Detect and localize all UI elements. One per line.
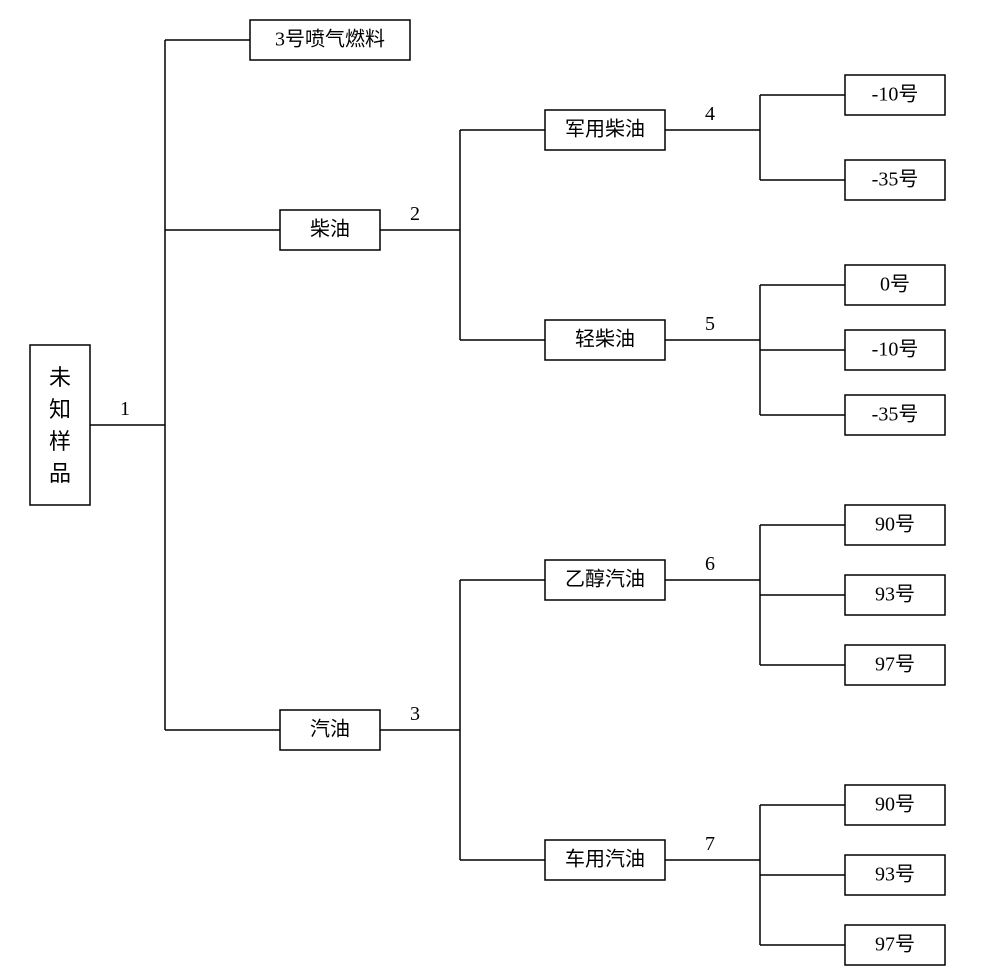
node-text-light_diesel: 轻柴油 [575,328,635,351]
node-mil_diesel: 军用柴油 [545,110,665,150]
branch-label-3: 3 [410,703,420,725]
node-text-mg_90: 90号 [875,794,915,816]
node-text-jet: 3号喷气燃料 [275,28,385,51]
node-text-mg_93: 93号 [875,864,915,886]
branch-7: 7 [665,805,845,945]
node-text-ethanol_gas: 乙醇汽油 [565,568,645,591]
branch-2: 2 [380,130,545,340]
node-text-ld_m10: -10号 [872,339,919,361]
branch-1: 1 [90,40,280,730]
node-text-mil_diesel: 军用柴油 [565,118,645,141]
node-ld_0: 0号 [845,265,945,305]
node-text-diesel: 柴油 [310,218,350,241]
node-mg_90: 90号 [845,785,945,825]
node-text-md_m10: -10号 [872,84,919,106]
classification-tree: 1 2 3 4 5 6 7 未知样品 3号喷气燃料柴油汽油 军用柴油轻柴油乙醇汽油车用汽油 -10号… [0,0,1000,975]
node-ld_m35: -35号 [845,395,945,435]
node-text-gasoline: 汽油 [310,718,350,741]
node-text-root-char0: 未 [49,365,71,390]
node-light_diesel: 轻柴油 [545,320,665,360]
node-text-root-char3: 品 [49,461,71,486]
branch-3: 3 [380,580,545,860]
node-text-motor_gas: 车用汽油 [565,848,645,871]
node-text-root-char1: 知 [49,397,71,422]
node-text-ld_m35: -35号 [872,404,919,426]
node-md_m35: -35号 [845,160,945,200]
node-text-md_m35: -35号 [872,169,919,191]
node-text-ld_0: 0号 [880,274,910,296]
node-text-eg_93: 93号 [875,584,915,606]
node-text-mg_97: 97号 [875,934,915,956]
node-ethanol_gas: 乙醇汽油 [545,560,665,600]
branch-6: 6 [665,525,845,665]
branch-5: 5 [665,285,845,415]
branch-label-6: 6 [705,553,715,575]
node-mg_93: 93号 [845,855,945,895]
branch-label-7: 7 [705,833,715,855]
node-jet: 3号喷气燃料 [250,20,410,60]
node-md_m10: -10号 [845,75,945,115]
node-ld_m10: -10号 [845,330,945,370]
node-root: 未知样品 [30,345,90,505]
branch-label-5: 5 [705,313,715,335]
node-diesel: 柴油 [280,210,380,250]
branch-label-2: 2 [410,203,420,225]
node-text-root-char2: 样 [49,429,71,454]
node-text-eg_90: 90号 [875,514,915,536]
node-eg_93: 93号 [845,575,945,615]
branch-label-1: 1 [120,398,130,420]
node-mg_97: 97号 [845,925,945,965]
node-eg_97: 97号 [845,645,945,685]
node-gasoline: 汽油 [280,710,380,750]
branch-4: 4 [665,95,845,180]
node-text-eg_97: 97号 [875,654,915,676]
node-motor_gas: 车用汽油 [545,840,665,880]
branch-label-4: 4 [705,103,715,125]
node-eg_90: 90号 [845,505,945,545]
